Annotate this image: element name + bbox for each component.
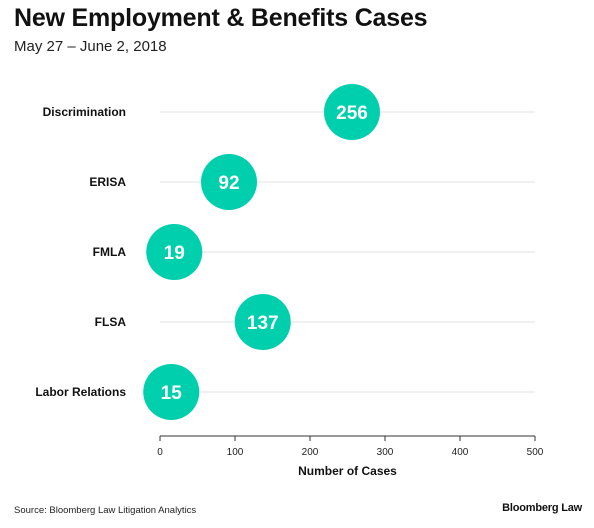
brand-logo: Bloomberg Law — [502, 502, 582, 514]
x-tick-label: 200 — [302, 447, 319, 458]
data-bubble — [234, 294, 291, 350]
data-label: 137 — [247, 313, 279, 334]
x-tick-label: 0 — [157, 447, 163, 458]
data-bubble — [143, 364, 200, 420]
data-label: 92 — [218, 173, 239, 194]
data-label: 19 — [164, 243, 185, 264]
x-tick-label: 300 — [377, 447, 394, 458]
data-bubble — [146, 224, 203, 280]
x-tick-label: 500 — [527, 447, 544, 458]
chart-title: New Employment & Benefits Cases — [14, 4, 428, 32]
data-bubble — [324, 84, 380, 140]
x-axis-title: Number of Cases — [298, 464, 397, 478]
category-label: Discrimination — [43, 105, 126, 119]
x-tick-label: 100 — [227, 447, 244, 458]
category-label: Labor Relations — [35, 385, 126, 399]
chart-subtitle: May 27 – June 2, 2018 — [14, 38, 167, 55]
data-label: 256 — [336, 103, 368, 124]
source-note: Source: Bloomberg Law Litigation Analyti… — [14, 505, 197, 516]
category-label: FLSA — [95, 315, 127, 329]
x-tick-label: 400 — [452, 447, 469, 458]
category-label: FMLA — [93, 245, 127, 259]
category-label: ERISA — [89, 175, 126, 189]
data-label: 15 — [161, 383, 183, 404]
data-bubble — [201, 154, 257, 210]
